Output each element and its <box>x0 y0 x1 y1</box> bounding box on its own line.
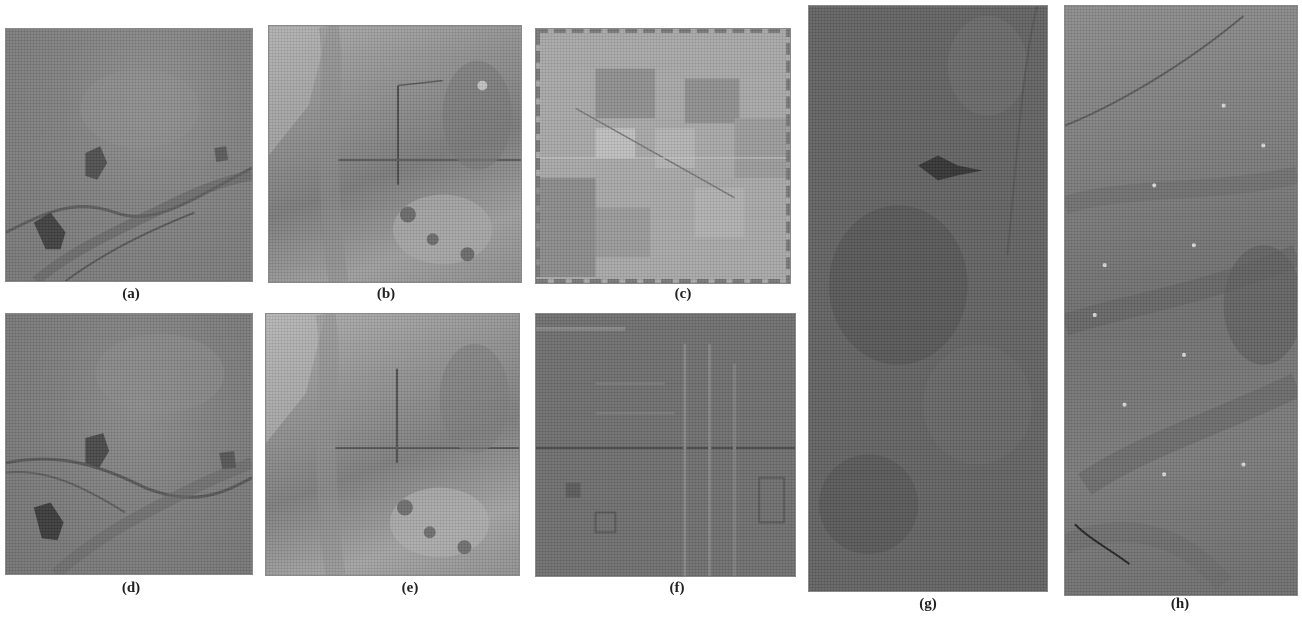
image-panel-e <box>265 313 520 576</box>
image-panel-d <box>5 313 253 575</box>
caption-a: (a) <box>122 286 140 302</box>
image-panel-g <box>808 5 1048 592</box>
image-panel-h <box>1064 5 1298 596</box>
satellite-image-h <box>1065 15 1297 591</box>
image-panel-c <box>535 28 791 284</box>
caption-c: (c) <box>674 286 692 302</box>
caption-d: (d) <box>121 580 141 596</box>
caption-b: (b) <box>376 286 396 302</box>
satellite-image-c <box>536 29 790 283</box>
caption-g: (g) <box>919 596 937 612</box>
satellite-image-a <box>6 68 252 281</box>
caption-f: (f) <box>669 580 685 596</box>
image-panel-a <box>5 28 253 282</box>
image-panel-b <box>268 25 522 283</box>
satellite-image-f <box>536 314 795 576</box>
caption-e: (e) <box>401 580 419 596</box>
satellite-image-d <box>6 333 252 574</box>
image-panel-f <box>535 313 796 577</box>
satellite-image-g <box>809 6 1047 591</box>
caption-h: (h) <box>1170 596 1190 612</box>
satellite-image-e <box>266 314 519 575</box>
satellite-image-b <box>269 26 521 282</box>
